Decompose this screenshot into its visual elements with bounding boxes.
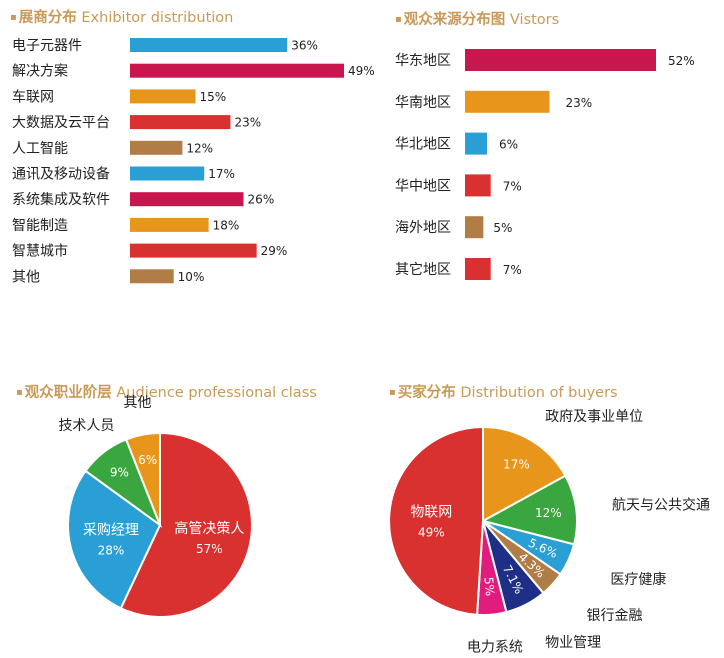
exhibitor-bar bbox=[130, 166, 205, 181]
audience-title: ▪ 观众职业阶层 Audience professional class bbox=[16, 381, 317, 402]
exhibitor-title: ▪ 展商分布 Exhibitor distribution bbox=[10, 6, 233, 27]
exhibitor-title-zh: 展商分布 bbox=[18, 10, 77, 26]
exhibitor-value-label: 10% bbox=[178, 270, 205, 284]
exhibitor-value-label: 26% bbox=[248, 193, 275, 207]
buyers-slice-value: 12% bbox=[535, 506, 562, 520]
exhibitor-title-en: Exhibitor distribution bbox=[81, 10, 234, 26]
audience-slice-value: 57% bbox=[196, 542, 223, 556]
visitors-category-label: 海外地区 bbox=[395, 220, 451, 236]
visitors-value-label: 7% bbox=[503, 263, 522, 277]
exhibitor-category-label: 智能制造 bbox=[12, 218, 68, 234]
bullet-icon: ▪ bbox=[16, 387, 23, 398]
buyers-slice-label: 电力系统 bbox=[467, 639, 523, 655]
buyers-pie-slice bbox=[482, 425, 567, 523]
exhibitor-bar bbox=[130, 38, 288, 52]
buyers-title: ▪ 买家分布 Distribution of buyers bbox=[389, 381, 618, 402]
visitors-bar bbox=[465, 258, 491, 280]
visitors-category-label: 华中地区 bbox=[395, 178, 451, 194]
buyers-slice-label: 医疗健康 bbox=[610, 571, 666, 588]
audience-slice-value: 28% bbox=[98, 544, 125, 558]
buyers-slice-label: 航天与公共交通 bbox=[612, 497, 710, 514]
visitors-value-label: 7% bbox=[503, 179, 522, 193]
visitors-bar bbox=[465, 90, 550, 113]
buyers-pie-slice bbox=[388, 425, 484, 616]
visitors-bar bbox=[465, 132, 488, 155]
buyers-slice-label: 物业管理 bbox=[545, 635, 601, 651]
exhibitor-bar bbox=[130, 269, 174, 284]
exhibitor-bar bbox=[130, 192, 244, 207]
audience-title-zh: 观众职业阶层 bbox=[24, 385, 112, 401]
audience-pie-slice bbox=[67, 469, 162, 610]
audience-pie-slice bbox=[124, 431, 161, 526]
exhibitor-category-label: 大数据及云平台 bbox=[12, 115, 110, 131]
buyers-title-en: Distribution of buyers bbox=[460, 385, 618, 401]
exhibitor-bar bbox=[130, 115, 231, 130]
bullet-icon: ▪ bbox=[10, 12, 17, 23]
exhibitor-bar bbox=[130, 63, 344, 78]
buyers-slice-label: 政府及事业单位 bbox=[545, 409, 643, 425]
audience-slice-label: 高管决策人 bbox=[174, 520, 244, 537]
exhibitor-category-label: 通讯及移动设备 bbox=[12, 166, 110, 183]
exhibitor-bar bbox=[130, 89, 196, 104]
visitors-category-label: 华东地区 bbox=[395, 53, 451, 69]
bullet-icon: ▪ bbox=[395, 14, 402, 25]
buyers-pie-slice bbox=[480, 474, 579, 546]
exhibitor-value-label: 15% bbox=[200, 90, 227, 104]
exhibitor-value-label: 29% bbox=[261, 244, 288, 258]
exhibitor-category-label: 车联网 bbox=[12, 88, 54, 105]
visitors-value-label: 6% bbox=[499, 138, 518, 152]
bullet-icon: ▪ bbox=[389, 387, 396, 398]
exhibitor-value-label: 17% bbox=[208, 167, 235, 181]
buyers-slice-label: 银行金融 bbox=[587, 608, 643, 624]
visitors-value-label: 52% bbox=[668, 54, 695, 68]
exhibitor-category-label: 电子元器件 bbox=[12, 38, 82, 54]
visitors-category-label: 华北地区 bbox=[395, 137, 451, 153]
buyers-title-zh: 买家分布 bbox=[397, 385, 456, 401]
exhibitor-category-label: 系统集成及软件 bbox=[12, 191, 110, 208]
exhibitor-category-label: 人工智能 bbox=[12, 141, 68, 157]
exhibitor-category-label: 解决方案 bbox=[12, 63, 68, 80]
audience-pie-slice bbox=[119, 431, 253, 618]
buyers-slice-value: 17% bbox=[503, 457, 530, 471]
visitors-bar bbox=[465, 174, 491, 197]
audience-slice-label: 采购经理 bbox=[83, 523, 139, 539]
buyers-slice-value: 49% bbox=[418, 525, 445, 539]
audience-slice-value: 9% bbox=[110, 466, 129, 480]
visitors-value-label: 5% bbox=[493, 221, 512, 235]
exhibitor-bar bbox=[130, 243, 257, 258]
exhibitor-value-label: 18% bbox=[213, 218, 240, 232]
visitors-bar bbox=[465, 49, 656, 71]
buyers-slice-value: 5% bbox=[481, 576, 497, 596]
exhibitor-bar bbox=[130, 217, 209, 232]
audience-slice-label: 技术人员 bbox=[58, 418, 114, 434]
visitors-bar bbox=[465, 216, 484, 239]
exhibitor-category-label: 智慧城市 bbox=[12, 243, 68, 260]
visitors-title: ▪ 观众来源分布图 Vistors bbox=[395, 8, 559, 29]
visitors-title-en: Vistors bbox=[509, 12, 560, 28]
exhibitor-value-label: 36% bbox=[291, 39, 318, 53]
exhibitor-value-label: 49% bbox=[348, 64, 375, 78]
visitors-title-zh: 观众来源分布图 bbox=[403, 12, 506, 28]
exhibitor-bar bbox=[130, 140, 183, 155]
visitors-category-label: 其它地区 bbox=[395, 261, 451, 278]
visitors-category-label: 华南地区 bbox=[395, 95, 451, 111]
audience-slice-value: 6% bbox=[138, 453, 157, 467]
exhibitor-value-label: 23% bbox=[234, 116, 261, 130]
audience-title-en: Audience professional class bbox=[116, 385, 317, 401]
audience-slice-label: 其他 bbox=[124, 395, 152, 411]
visitors-value-label: 23% bbox=[565, 96, 592, 110]
exhibitor-value-label: 12% bbox=[186, 141, 213, 155]
exhibitor-category-label: 其他 bbox=[12, 269, 40, 285]
buyers-slice-label: 物联网 bbox=[410, 504, 452, 520]
